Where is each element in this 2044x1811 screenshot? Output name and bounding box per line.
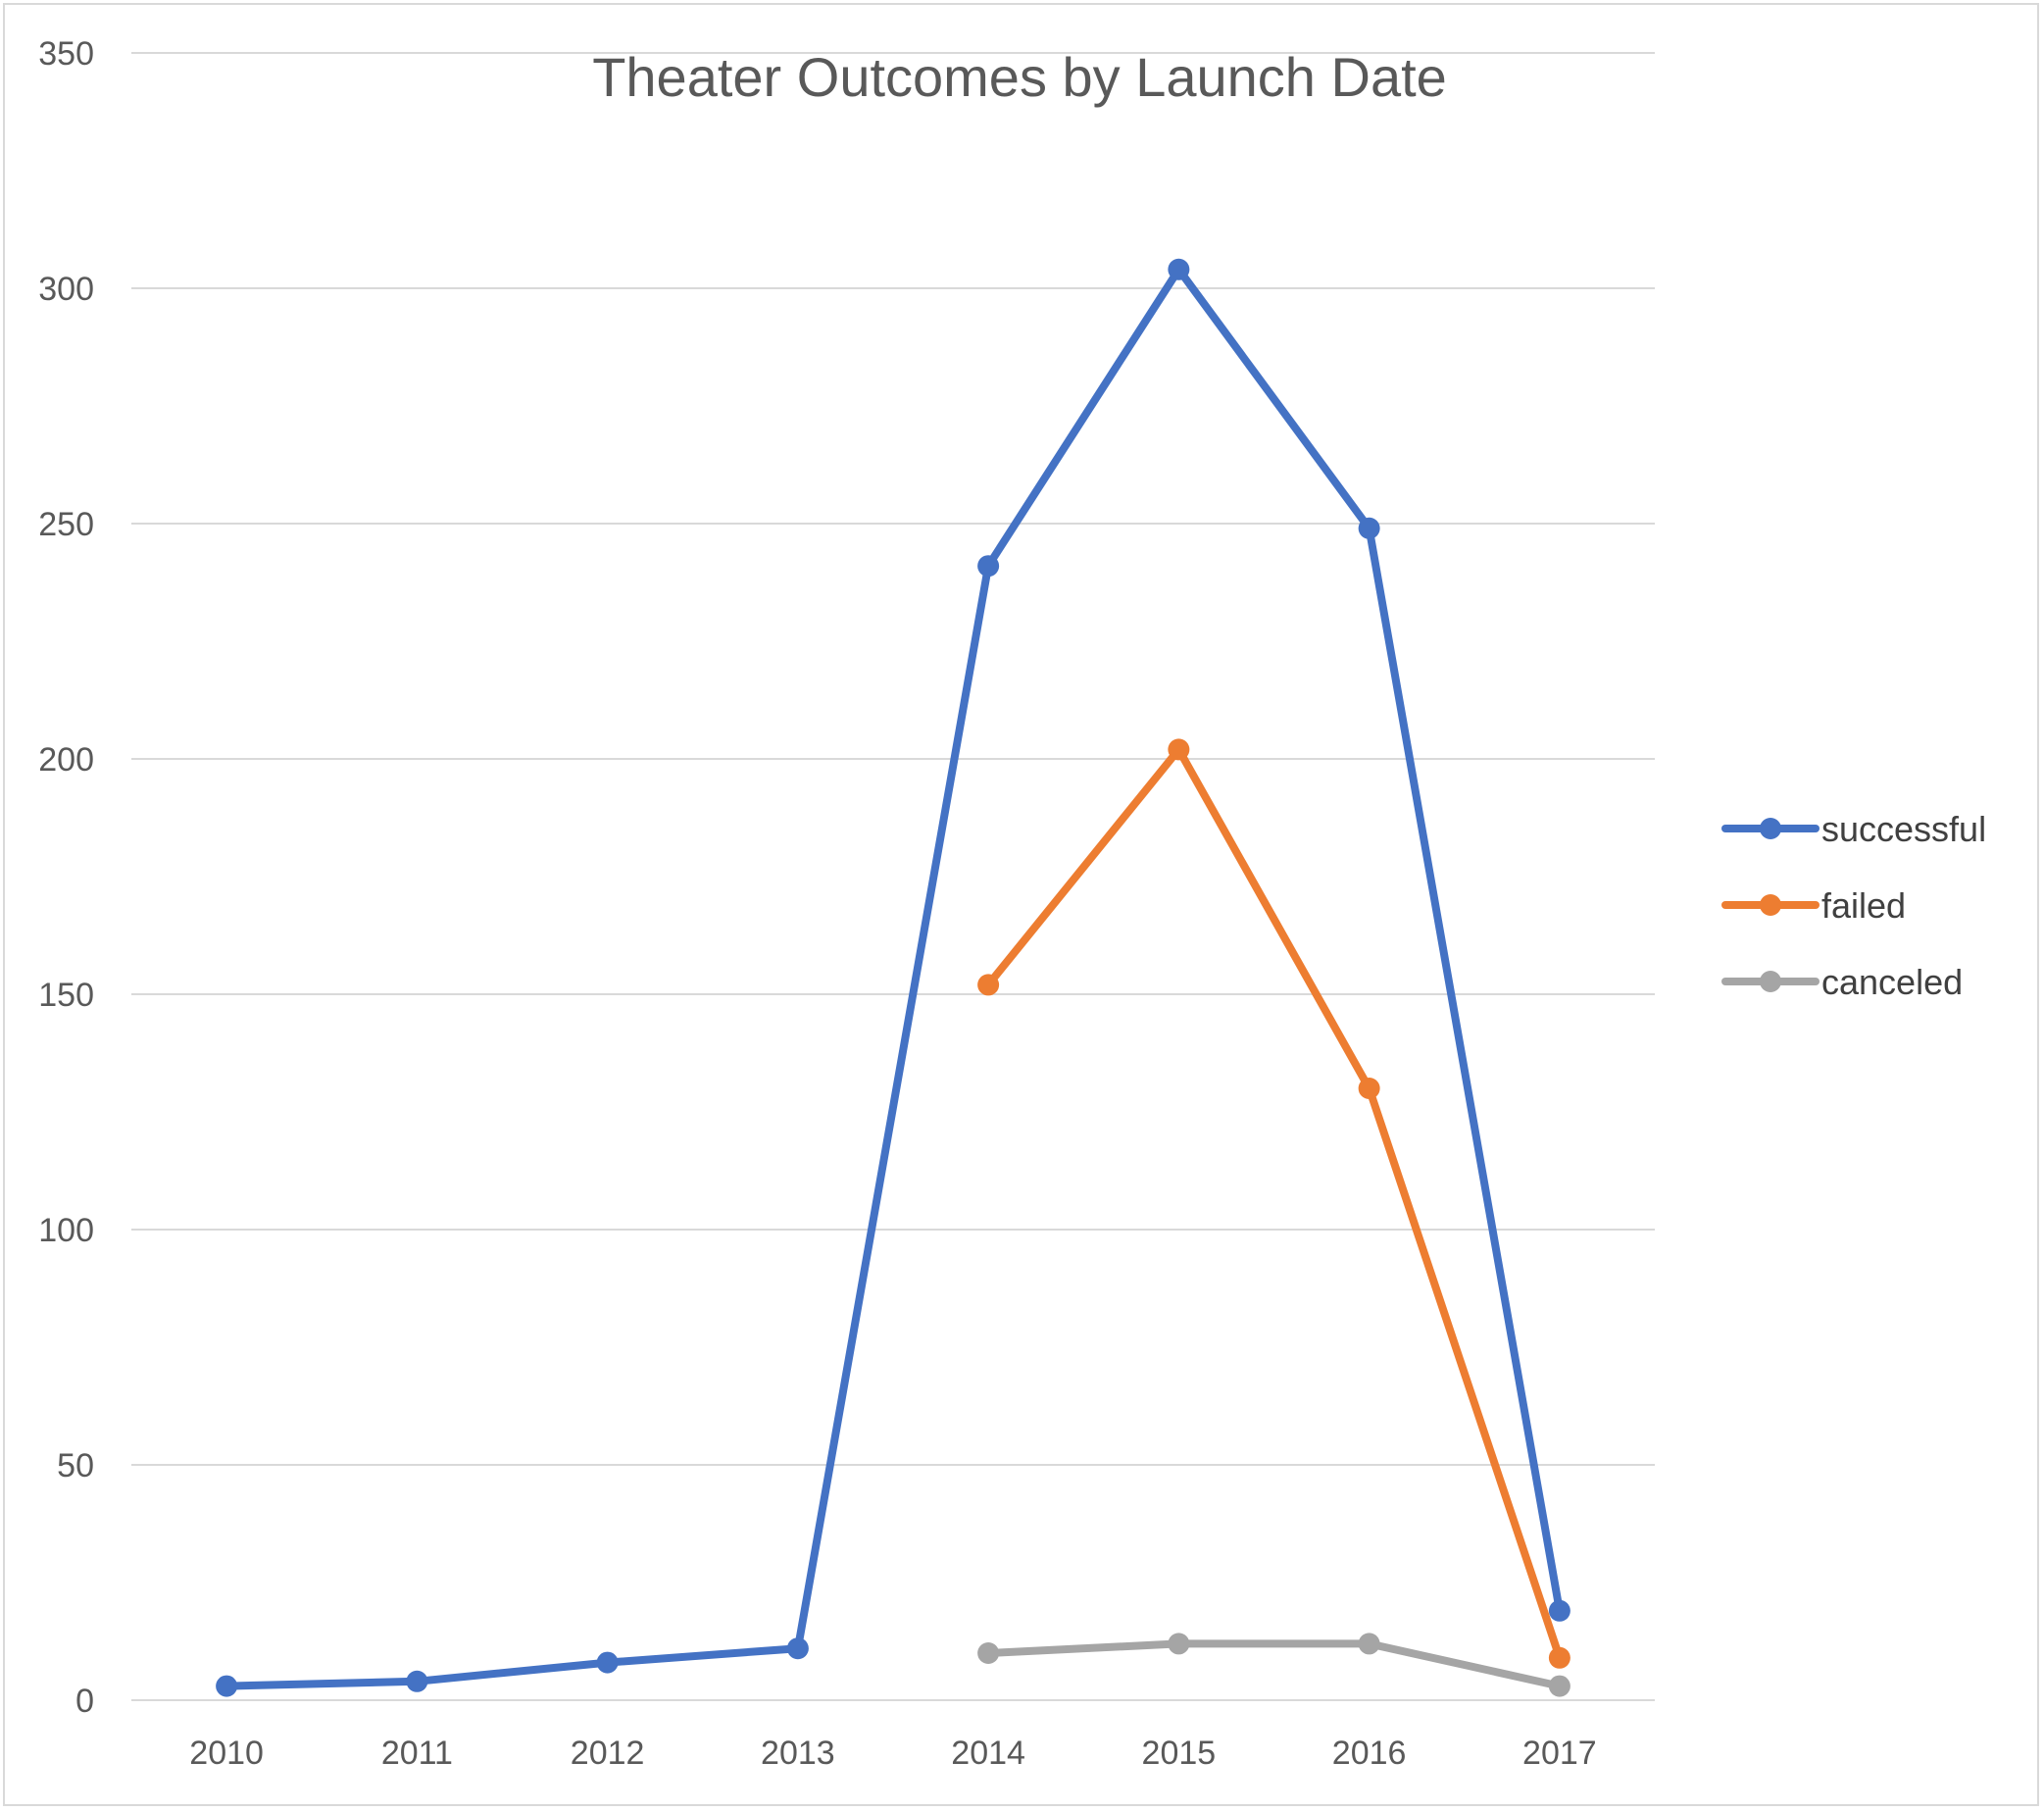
series-successful: [216, 258, 1570, 1697]
legend-marker-canceled: [1760, 971, 1781, 992]
x-tick-label: 2010: [189, 1735, 264, 1772]
series-line-canceled: [984, 1639, 1564, 1690]
data-point-successful-2017: [1548, 1599, 1570, 1622]
series-line-failed: [984, 745, 1564, 1662]
x-axis: 2010 2011 2012 2013 2014 2015 2016 2017: [131, 1699, 1655, 1772]
data-point-failed-2017: [1548, 1646, 1570, 1669]
y-tick-label: 200: [38, 741, 94, 779]
series-lines: [216, 258, 1570, 1697]
data-point-successful-2012: [596, 1651, 619, 1674]
legend-label-successful: successful: [1821, 809, 1986, 849]
data-point-canceled-2014: [977, 1642, 1000, 1664]
legend-marker-successful: [1760, 818, 1781, 839]
data-point-successful-2010: [216, 1675, 238, 1697]
y-tick-label: 350: [38, 35, 94, 73]
y-tick-label: 250: [38, 506, 94, 543]
x-tick-label: 2016: [1332, 1735, 1407, 1772]
legend-item-failed: failed: [1721, 885, 1906, 926]
y-tick-label: 150: [38, 977, 94, 1014]
y-tick-label: 300: [38, 271, 94, 308]
y-tick-label: 50: [57, 1447, 94, 1484]
y-tick-label: 100: [38, 1212, 94, 1249]
legend: successful failed canceled: [1721, 809, 1986, 1002]
x-tick-label: 2013: [761, 1735, 835, 1772]
data-point-failed-2016: [1358, 1078, 1380, 1099]
chart-title: Theater Outcomes by Launch Date: [592, 46, 1447, 108]
data-point-successful-2015: [1168, 258, 1190, 280]
data-point-failed-2014: [977, 974, 1000, 996]
legend-marker-failed: [1760, 894, 1781, 916]
y-tick-label: 0: [75, 1683, 94, 1720]
data-point-canceled-2017: [1548, 1675, 1570, 1697]
series-line-successful: [223, 265, 1564, 1690]
series-failed: [977, 738, 1570, 1669]
y-axis: 0 50 100 150 200 250 300 350: [38, 35, 94, 1720]
data-point-canceled-2015: [1168, 1633, 1190, 1655]
data-point-successful-2016: [1358, 517, 1380, 539]
legend-item-successful: successful: [1721, 809, 1986, 849]
gridlines: [131, 52, 1655, 1466]
legend-label-canceled: canceled: [1821, 962, 1963, 1002]
data-point-successful-2013: [786, 1637, 809, 1660]
chart-frame: [3, 3, 2039, 1806]
x-tick-label: 2011: [381, 1735, 453, 1772]
series-canceled: [977, 1633, 1570, 1697]
data-point-canceled-2016: [1358, 1633, 1380, 1655]
legend-item-canceled: canceled: [1721, 962, 1963, 1002]
x-tick-label: 2015: [1142, 1735, 1217, 1772]
data-point-failed-2015: [1168, 738, 1190, 761]
x-tick-label: 2014: [951, 1735, 1025, 1772]
data-point-successful-2014: [977, 555, 1000, 578]
x-tick-label: 2012: [571, 1735, 645, 1772]
legend-label-failed: failed: [1821, 885, 1906, 926]
x-tick-label: 2017: [1522, 1735, 1597, 1772]
data-point-successful-2011: [406, 1670, 428, 1692]
